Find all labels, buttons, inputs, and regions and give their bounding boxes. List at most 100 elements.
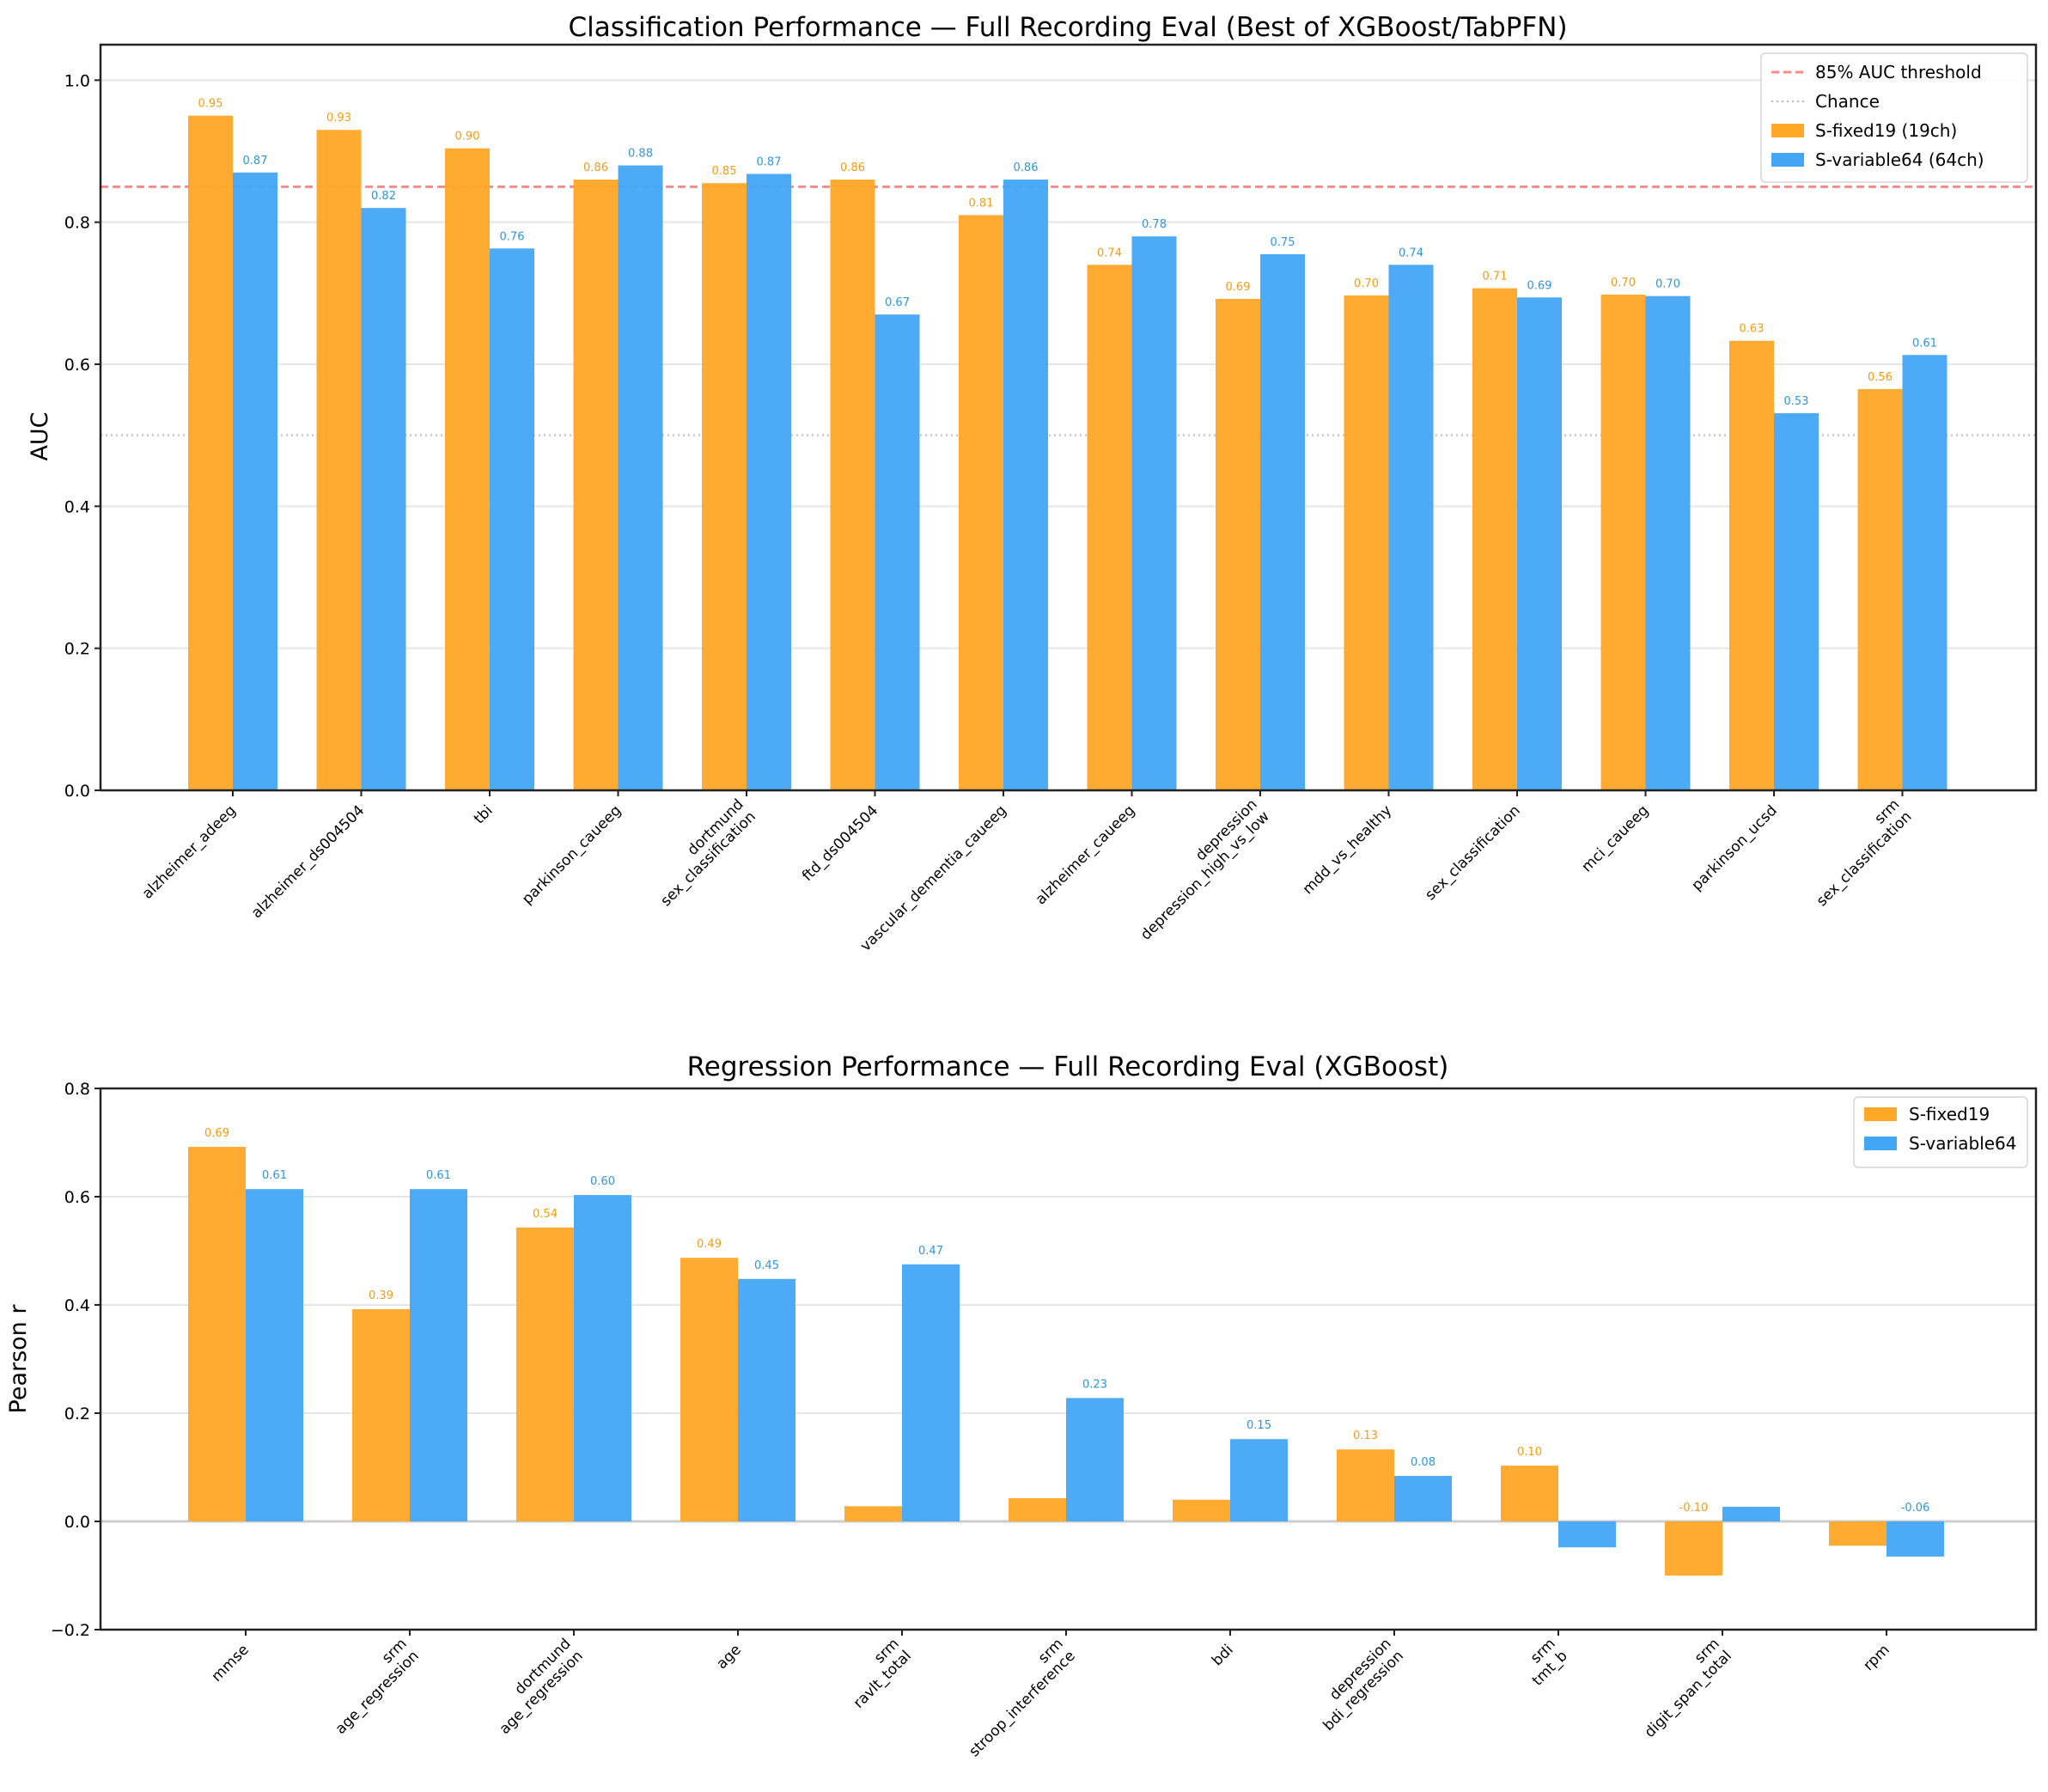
bar-s-fixed19-19ch-alzheimer-caueeg — [1087, 265, 1132, 790]
bar-s-variable64-64ch-depression-depression-high-vs-low — [1260, 253, 1305, 790]
regression-bars — [188, 1147, 1944, 1576]
classification-y-axis-label: AUC — [27, 411, 53, 460]
data-label-s-variable64-64ch: 0.70 — [1655, 278, 1680, 291]
classification-y-ticks: 0.0 0.2 0.4 0.6 0.8 1.0 — [64, 71, 101, 801]
data-label-s-variable64: 0.61 — [262, 1169, 287, 1182]
bar-s-fixed19-19ch-mci-caueeg — [1600, 294, 1646, 790]
regression-legend-box — [1853, 1096, 2028, 1168]
bar-s-fixed19-19ch-sex-classification — [1472, 288, 1517, 791]
bar-s-fixed19-19ch-vascular-dementia-caueeg — [959, 215, 1003, 790]
y-tick-label: −0.2 — [51, 1621, 90, 1640]
data-label-s-variable64: -0.06 — [1901, 1502, 1930, 1515]
bar-s-variable64-64ch-alzheimer-caueeg — [1131, 236, 1177, 790]
data-label-s-variable64: 0.15 — [1246, 1419, 1271, 1432]
bar-s-fixed19-bdi — [1173, 1499, 1230, 1521]
bar-s-fixed19-srm-stroop-interference — [1009, 1497, 1066, 1521]
bar-s-fixed19-19ch-parkinson-caueeg — [573, 180, 619, 791]
y-tick-label: 0.4 — [64, 1296, 90, 1315]
bar-s-fixed19-srm-age-regression — [352, 1309, 410, 1521]
bar-s-variable64-srm-age-regression — [410, 1189, 467, 1521]
data-label-s-variable64-64ch: 0.88 — [628, 148, 653, 161]
y-tick-label: 0.6 — [64, 1188, 90, 1207]
data-label-s-fixed19: 0.13 — [1353, 1429, 1378, 1442]
data-label-s-fixed19-19ch: 0.86 — [840, 162, 865, 174]
data-label-s-fixed19: 0.10 — [1517, 1446, 1542, 1459]
data-label-s-fixed19-19ch: 0.71 — [1483, 271, 1508, 283]
bar-s-variable64-64ch-parkinson-caueeg — [618, 165, 663, 791]
data-label-s-variable64-64ch: 0.74 — [1399, 247, 1423, 259]
bar-s-variable64-64ch-dortmund-sex-classification — [747, 174, 791, 790]
y-tick-label: 0.8 — [64, 214, 90, 233]
data-label-s-variable64-64ch: 0.75 — [1271, 236, 1295, 249]
bar-s-fixed19-19ch-alzheimer-adeeg — [188, 115, 233, 790]
data-label-s-fixed19-19ch: 0.63 — [1740, 323, 1765, 336]
regression-legend: S-fixed19 S-variable64 — [1853, 1096, 2028, 1168]
data-label-s-variable64-64ch: 0.53 — [1784, 395, 1809, 408]
bar-s-fixed19-mmse — [188, 1147, 246, 1521]
data-label-s-variable64: 0.61 — [426, 1169, 451, 1182]
data-label-s-variable64-64ch: 0.87 — [757, 155, 782, 168]
bar-s-variable64-mmse — [246, 1189, 303, 1521]
bar-s-variable64-srm-tmt-b — [1558, 1521, 1616, 1548]
classification-reference-lines — [101, 185, 2036, 436]
data-label-s-variable64: 0.45 — [754, 1259, 779, 1272]
bar-s-fixed19-19ch-ftd-ds004504 — [830, 180, 875, 791]
legend-fixed19-label: S-fixed19 — [1909, 1104, 1990, 1125]
bar-s-variable64-64ch-alzheimer-ds004504 — [361, 208, 406, 791]
data-label-s-fixed19-19ch: 0.81 — [969, 197, 994, 210]
classification-chart: Classification Performance — Full Record… — [27, 12, 2038, 955]
data-label-s-variable64: 0.60 — [590, 1175, 615, 1188]
data-label-s-variable64: 0.47 — [918, 1245, 943, 1258]
data-label-s-fixed19: 0.69 — [204, 1127, 229, 1140]
bar-s-variable64-64ch-mdd-vs-healthy — [1388, 265, 1434, 790]
legend-fixed19-swatch — [1771, 124, 1804, 137]
bar-s-variable64-srm-digit-span-total — [1722, 1506, 1780, 1521]
bar-s-variable64-64ch-parkinson-ucsd — [1774, 413, 1819, 790]
classification-axes-frame — [99, 43, 2038, 792]
data-label-s-variable64-64ch: 0.76 — [500, 230, 525, 243]
data-label-s-variable64-64ch: 0.67 — [885, 296, 910, 309]
regression-title: Regression Performance — Full Recording … — [687, 1051, 1449, 1082]
bar-s-variable64-srm-stroop-interference — [1066, 1398, 1124, 1521]
data-label-s-fixed19-19ch: 0.56 — [1868, 371, 1893, 384]
data-label-s-fixed19: 0.49 — [697, 1238, 722, 1251]
bar-s-fixed19-srm-tmt-b — [1501, 1466, 1558, 1521]
bar-s-variable64-64ch-tbi — [490, 248, 534, 791]
data-label-s-fixed19: 0.54 — [533, 1208, 558, 1221]
regression-y-axis-label: Pearson r — [5, 1304, 32, 1414]
bar-s-variable64-dortmund-age-regression — [574, 1195, 631, 1521]
data-label-s-variable64-64ch: 0.69 — [1527, 279, 1552, 292]
legend-chance-label: Chance — [1815, 91, 1880, 112]
bar-s-fixed19-srm-digit-span-total — [1665, 1521, 1722, 1576]
bar-s-fixed19-srm-ravlt-total — [844, 1506, 902, 1521]
bar-s-fixed19-19ch-dortmund-sex-classification — [702, 183, 747, 790]
bar-s-fixed19-19ch-mdd-vs-healthy — [1344, 295, 1389, 790]
classification-bars — [188, 115, 1947, 791]
classification-title: Classification Performance — Full Record… — [568, 12, 1567, 43]
data-label-s-fixed19-19ch: 0.85 — [712, 165, 737, 178]
data-label-s-fixed19-19ch: 0.74 — [1097, 247, 1122, 259]
bar-s-fixed19-19ch-alzheimer-ds004504 — [316, 130, 362, 790]
regression-chart: Regression Performance — Full Recording … — [5, 1051, 2038, 1760]
data-label-s-fixed19-19ch: 0.86 — [583, 162, 608, 174]
bar-s-variable64-depression-bdi-regression — [1394, 1476, 1452, 1521]
data-label-s-fixed19: -0.10 — [1679, 1502, 1709, 1515]
classification-legend: 85% AUC threshold Chance S-fixed19 (19ch… — [1760, 52, 2028, 183]
legend-fixed19-label: S-fixed19 (19ch) — [1815, 120, 1957, 141]
data-label-s-variable64-64ch: 0.78 — [1142, 218, 1167, 231]
data-label-s-variable64-64ch: 0.82 — [371, 190, 396, 203]
y-tick-label: 0.4 — [64, 497, 90, 516]
legend-variable64-label: S-variable64 — [1909, 1133, 2017, 1154]
bar-s-fixed19-19ch-tbi — [445, 148, 490, 790]
legend-fixed19-swatch — [1864, 1107, 1897, 1121]
bar-s-fixed19-19ch-srm-sex-classification — [1857, 388, 1903, 790]
data-label-s-fixed19-19ch: 0.95 — [198, 98, 223, 111]
data-label-s-fixed19-19ch: 0.70 — [1611, 277, 1636, 290]
y-tick-label: 0.2 — [64, 640, 90, 659]
data-label-s-fixed19-19ch: 0.93 — [326, 112, 351, 125]
data-label-s-variable64-64ch: 0.61 — [1912, 337, 1937, 350]
y-tick-label: 1.0 — [64, 71, 90, 90]
bar-s-variable64-64ch-mci-caueeg — [1645, 296, 1691, 790]
data-label-s-fixed19-19ch: 0.69 — [1226, 281, 1251, 294]
